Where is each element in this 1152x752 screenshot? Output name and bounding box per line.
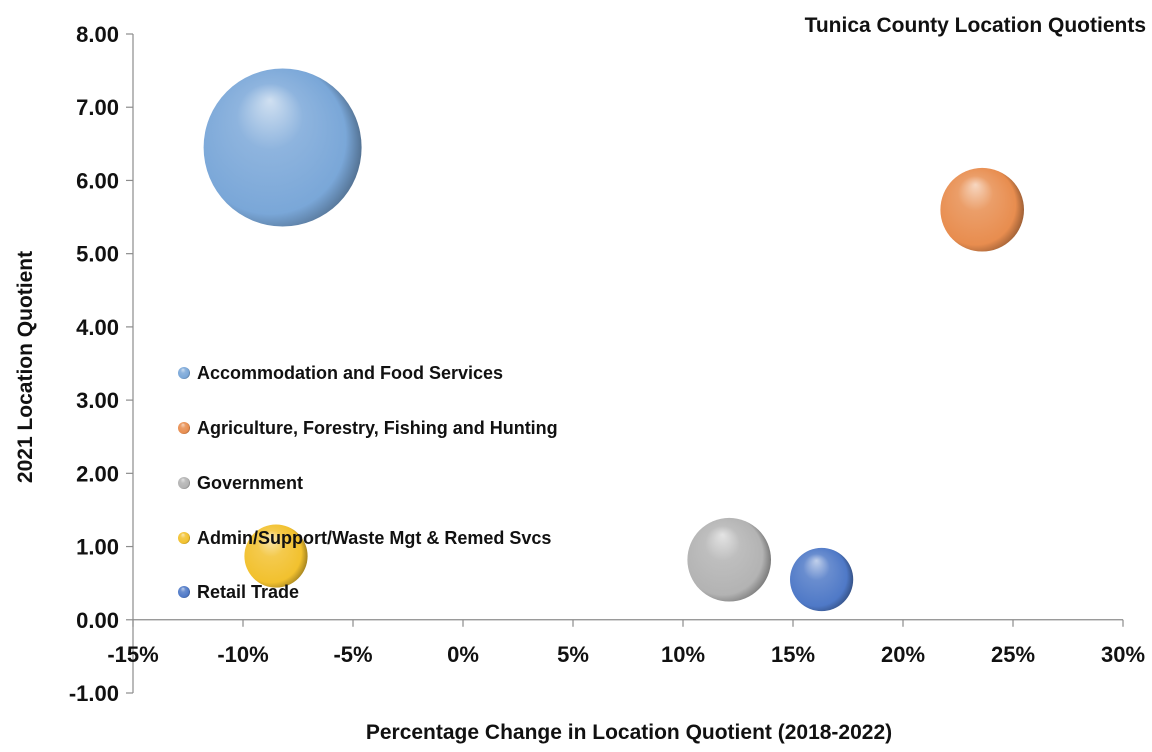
chart-title: Tunica County Location Quotients <box>805 14 1146 37</box>
x-tick-label: 20% <box>881 642 925 667</box>
legend-swatch <box>178 422 190 434</box>
y-tick-label: 7.00 <box>76 95 119 120</box>
legend-label: Agriculture, Forestry, Fishing and Hunti… <box>197 418 558 438</box>
bubble-retail-trade[interactable] <box>790 547 854 612</box>
x-tick-label: 10% <box>661 642 705 667</box>
y-tick-label: 0.00 <box>76 608 119 633</box>
y-axis-label: 2021 Location Quotient <box>14 251 37 483</box>
bubble-accommodation-and-food-services[interactable] <box>203 68 362 227</box>
y-tick-label: 8.00 <box>76 22 119 47</box>
legend-label: Retail Trade <box>197 582 299 602</box>
legend-label: Accommodation and Food Services <box>197 363 503 383</box>
x-tick-label: 0% <box>447 642 479 667</box>
x-tick-label: -5% <box>333 642 372 667</box>
y-tick-label: 1.00 <box>76 535 119 560</box>
x-tick-label: 30% <box>1101 642 1145 667</box>
x-axis-label: Percentage Change in Location Quotient (… <box>366 721 892 744</box>
x-tick-label: 15% <box>771 642 815 667</box>
x-tick-label: 5% <box>557 642 589 667</box>
y-tick-label: 6.00 <box>76 168 119 193</box>
x-tick-label: -10% <box>217 642 268 667</box>
y-tick-label: 5.00 <box>76 242 119 267</box>
y-tick-label: 2.00 <box>76 461 119 486</box>
bubble-agriculture-forestry-fishing-and-hunting[interactable] <box>940 167 1025 252</box>
legend-label: Admin/Support/Waste Mgt & Remed Svcs <box>197 528 551 548</box>
legend-label: Government <box>197 473 303 493</box>
bubble-government[interactable] <box>687 517 772 602</box>
x-tick-label: 25% <box>991 642 1035 667</box>
bubble-layer <box>203 68 1025 612</box>
legend-swatch <box>178 532 190 544</box>
legend: Accommodation and Food Services Agricultu… <box>178 363 558 602</box>
legend-swatch <box>178 586 190 598</box>
legend-swatch <box>178 367 190 379</box>
x-tick-label: -15% <box>107 642 158 667</box>
legend-swatch <box>178 477 190 489</box>
y-tick-label: -1.00 <box>69 681 119 706</box>
y-tick-label: 4.00 <box>76 315 119 340</box>
axes: -1.00 0.00 1.00 2.00 3.00 4.00 5.00 6.00 7.00 8.0… <box>69 22 1145 706</box>
y-tick-label: 3.00 <box>76 388 119 413</box>
bubble-admin-support-waste-mgt-remed-svcs[interactable] <box>244 524 308 588</box>
